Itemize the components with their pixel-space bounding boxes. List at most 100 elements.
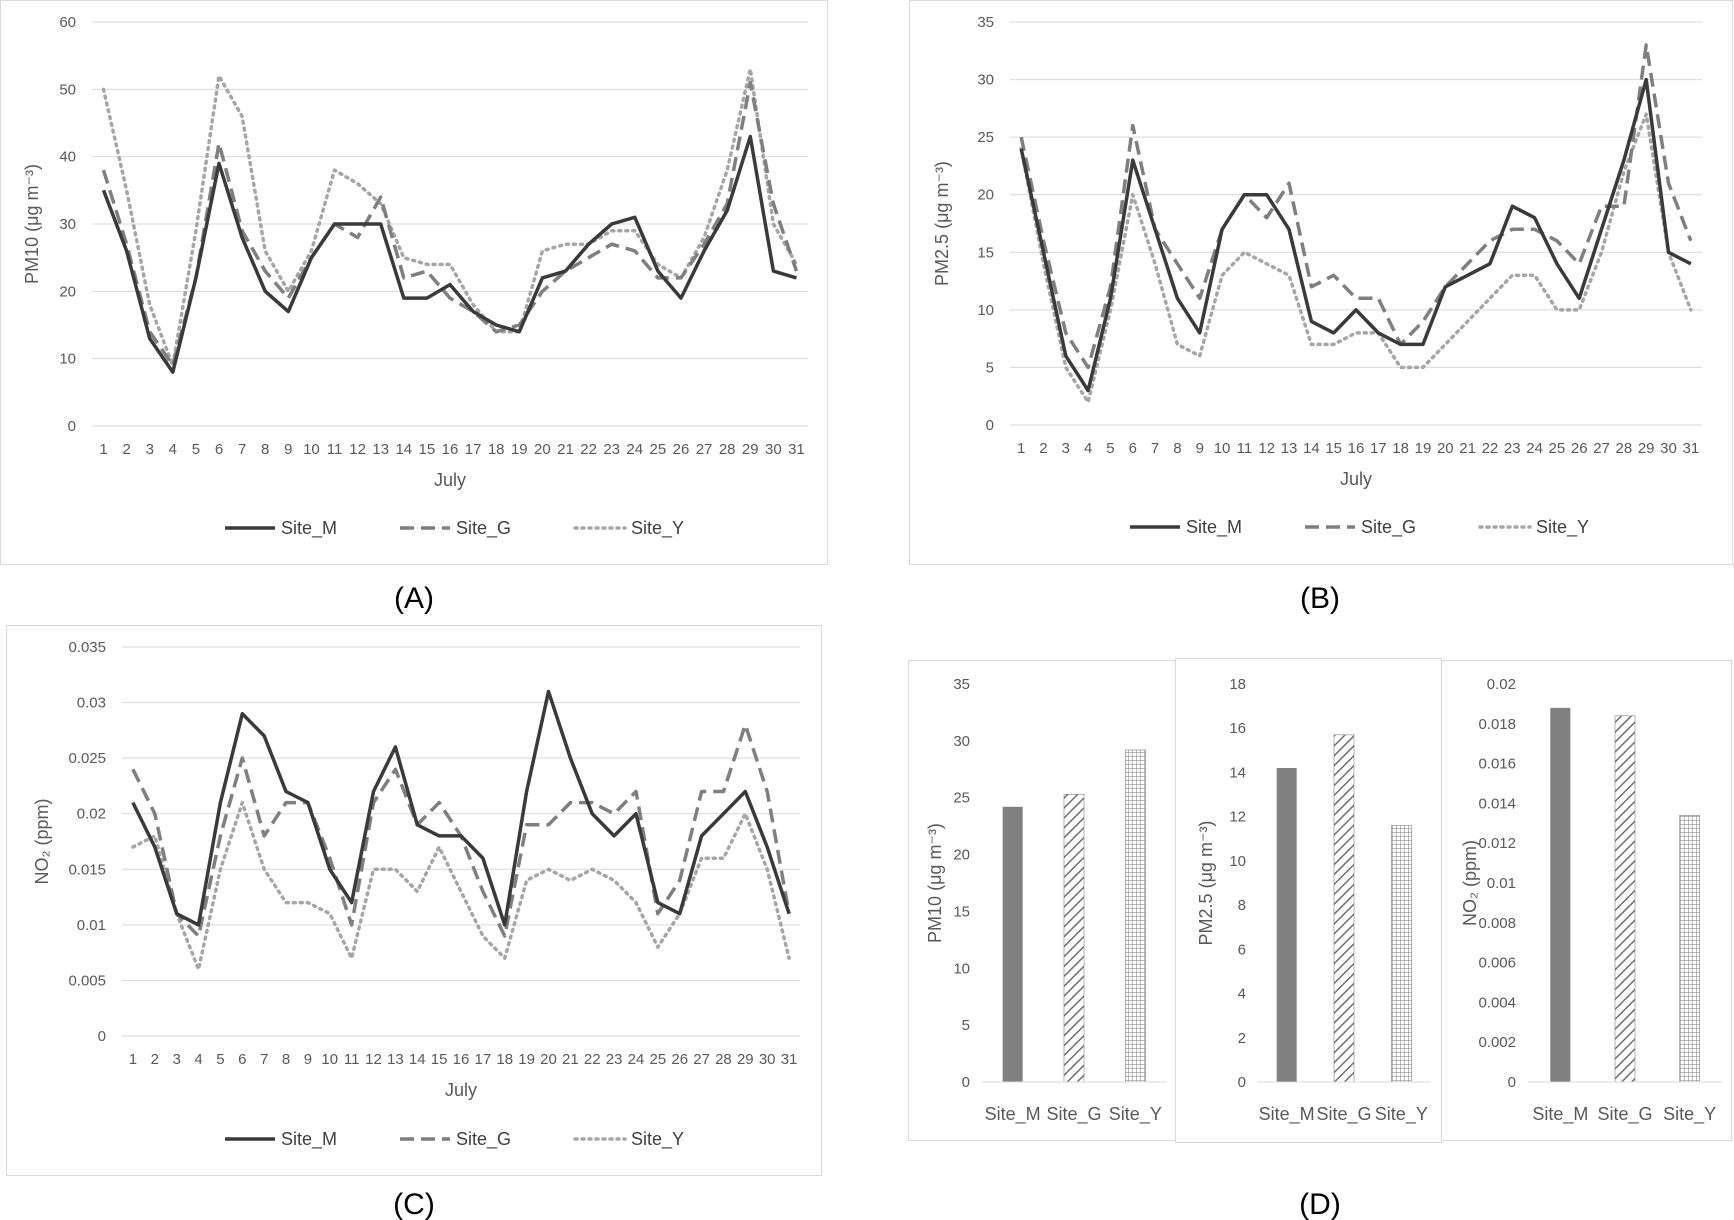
legend-label: Site_M: [1186, 517, 1242, 538]
bar-site-y: [1391, 825, 1412, 1083]
series-line-site-m: [1019, 77, 1692, 393]
x-tick-label: 3: [146, 441, 154, 458]
x-tick-label: 14: [395, 441, 412, 458]
x-axis-title: July: [434, 470, 466, 490]
x-tick-label: 20: [1437, 440, 1454, 457]
y-tick-label: 0.01: [77, 917, 106, 934]
x-tick-label: 16: [1348, 440, 1365, 457]
x-tick-label: 16: [453, 1051, 470, 1068]
bar-site-g: [1333, 734, 1355, 1083]
panel-c-frame: [6, 625, 822, 1176]
x-tick-label: 27: [693, 1051, 710, 1068]
x-tick-label: 19: [1415, 440, 1432, 457]
bar-site-g: [1063, 794, 1085, 1083]
x-tick-label: 5: [216, 1051, 224, 1068]
y-tick-label: 0.035: [68, 639, 106, 656]
x-tick-label: 24: [628, 1051, 645, 1068]
x-tick-label: 21: [557, 441, 574, 458]
y-tick-label: 14: [1229, 764, 1246, 781]
x-tick-label: 28: [1616, 440, 1633, 457]
y-tick-label: 0.002: [1478, 1034, 1516, 1051]
legend-label: Site_Y: [631, 518, 684, 539]
y-tick-label: 0: [68, 418, 76, 435]
y-tick-label: 5: [986, 359, 994, 376]
x-tick-label: 16: [442, 441, 459, 458]
x-category-label: Site_M: [1532, 1104, 1588, 1125]
x-tick-label: 11: [327, 441, 343, 458]
panel-label-a: (A): [394, 582, 434, 615]
y-tick-label: 0: [98, 1028, 106, 1045]
x-tick-label: 27: [696, 441, 713, 458]
x-tick-label: 30: [765, 441, 782, 458]
series-line-site-g: [1019, 43, 1693, 370]
x-tick-label: 9: [1196, 440, 1204, 457]
x-tick-label: 21: [562, 1051, 579, 1068]
y-tick-label: 12: [1229, 809, 1246, 826]
y-tick-label: 16: [1229, 720, 1246, 737]
x-tick-label: 4: [169, 441, 177, 458]
y-tick-label: 0.018: [1478, 716, 1516, 733]
x-tick-label: 4: [194, 1051, 202, 1068]
panel-label-c: (C): [393, 1188, 435, 1220]
x-tick-label: 15: [419, 441, 436, 458]
x-tick-label: 14: [409, 1051, 426, 1068]
y-tick-label: 4: [1238, 986, 1246, 1003]
x-tick-label: 24: [1526, 440, 1543, 457]
x-tick-label: 2: [122, 441, 130, 458]
x-tick-label: 17: [1370, 440, 1387, 457]
y-axis-title: PM10 (μg m⁻³): [925, 823, 945, 943]
x-tick-label: 7: [238, 441, 246, 458]
x-tick-label: 3: [173, 1051, 181, 1068]
x-tick-label: 18: [488, 441, 505, 458]
y-tick-label: 0.006: [1478, 955, 1516, 972]
y-tick-label: 60: [59, 14, 76, 31]
x-category-label: Site_Y: [1375, 1104, 1428, 1125]
x-tick-label: 26: [1571, 440, 1588, 457]
bar-site-m: [1276, 768, 1297, 1082]
x-tick-label: 20: [540, 1051, 557, 1068]
y-axis-title: PM10 (μg m⁻³): [22, 164, 42, 284]
panel-a-frame: [0, 0, 828, 565]
legend-label: Site_Y: [631, 1129, 684, 1150]
bar-site-y: [1679, 815, 1700, 1083]
x-tick-label: 10: [1214, 440, 1231, 457]
x-category-label: Site_G: [1316, 1104, 1371, 1125]
x-tick-label: 19: [518, 1051, 535, 1068]
x-tick-label: 9: [284, 441, 292, 458]
y-tick-label: 0.008: [1478, 915, 1516, 932]
x-tick-label: 4: [1084, 440, 1092, 457]
x-tick-label: 25: [1549, 440, 1566, 457]
y-tick-label: 18: [1229, 676, 1246, 693]
y-tick-label: 10: [1229, 853, 1246, 870]
series-line-site-m: [131, 689, 791, 927]
x-axis-title: July: [445, 1080, 477, 1100]
x-tick-label: 28: [715, 1051, 732, 1068]
x-tick-label: 18: [496, 1051, 513, 1068]
x-tick-label: 5: [1106, 440, 1114, 457]
legend-label: Site_M: [281, 1129, 337, 1150]
y-tick-label: 40: [59, 149, 76, 166]
y-tick-label: 15: [953, 903, 970, 920]
y-axis-title: NO₂ (ppm): [32, 799, 52, 885]
x-tick-label: 1: [129, 1051, 137, 1068]
legend-label: Site_G: [1361, 517, 1416, 538]
y-tick-label: 0.004: [1478, 994, 1516, 1011]
series-line-site-m: [101, 134, 797, 374]
x-tick-label: 12: [365, 1051, 382, 1068]
x-tick-label: 8: [261, 441, 269, 458]
y-tick-label: 0.02: [77, 806, 106, 823]
y-tick-label: 5: [962, 1017, 970, 1034]
bar-site-y: [1125, 749, 1146, 1083]
y-tick-label: 0.025: [68, 750, 106, 767]
x-axis-title: July: [1340, 469, 1372, 489]
y-tick-label: 0: [986, 417, 994, 434]
x-tick-label: 29: [742, 441, 759, 458]
x-tick-label: 7: [1151, 440, 1159, 457]
x-tick-label: 13: [387, 1051, 404, 1068]
x-tick-label: 7: [260, 1051, 268, 1068]
x-tick-label: 18: [1392, 440, 1409, 457]
legend-label: Site_G: [456, 1129, 511, 1150]
